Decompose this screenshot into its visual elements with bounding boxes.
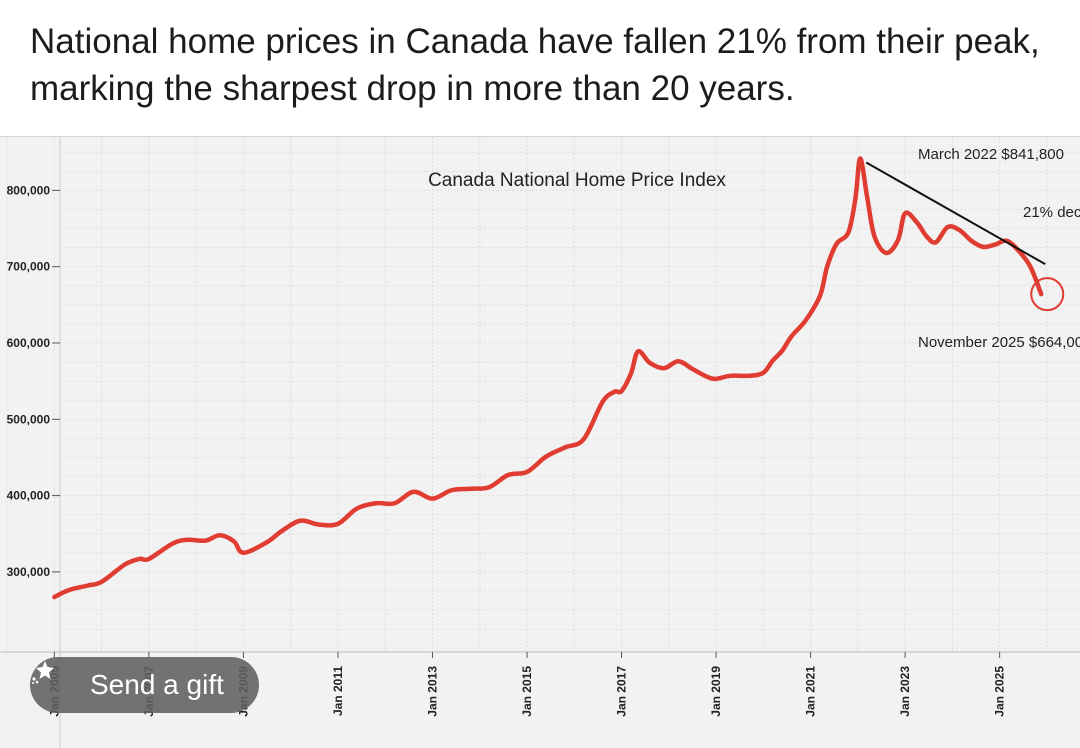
x-tick-label: Jan 2017 (615, 666, 629, 717)
x-tick-label: Jan 2019 (709, 666, 723, 717)
x-tick-label: Jan 2025 (993, 666, 1007, 717)
y-tick-label: 800,000 (7, 183, 51, 197)
y-axis: 300,000 400,000 500,000 600,000 700,000 800,0… (7, 183, 60, 579)
headline: National home prices in Canada have fall… (30, 22, 1040, 108)
x-tick-label: Jan 2011 (331, 666, 345, 716)
send-gift-label: Send a gift (90, 669, 224, 700)
y-tick-label: 400,000 (7, 489, 51, 503)
peak-annotation: March 2022 $841,800 (918, 146, 1064, 163)
x-tick-label: Jan 2021 (804, 666, 818, 717)
price-index-chart: 300,000 400,000 500,000 600,000 700,000 800,0… (0, 137, 1080, 748)
decline-trend-line (865, 161, 1046, 266)
chart-title: Canada National Home Price Index (428, 170, 726, 191)
x-tick-label: Jan 2023 (898, 666, 912, 717)
x-tick-label: Jan 2015 (520, 666, 534, 717)
y-tick-label: 600,000 (7, 336, 51, 350)
x-tick-label: Jan 2013 (425, 666, 439, 717)
send-gift-button[interactable]: Send a gift (30, 657, 259, 713)
grid-lines (0, 137, 1080, 748)
decline-annotation: 21% decline (1023, 204, 1080, 221)
price-index-line (52, 156, 1044, 600)
chart-area: 300,000 400,000 500,000 600,000 700,000 800,0… (0, 136, 1080, 748)
y-tick-label: 300,000 (7, 565, 51, 579)
y-tick-label: 700,000 (7, 260, 51, 274)
gift-sparkle-icon (32, 661, 80, 699)
current-annotation: November 2025 $664,000 (918, 334, 1080, 351)
current-value-marker (1030, 277, 1065, 312)
y-tick-label: 500,000 (7, 412, 51, 426)
